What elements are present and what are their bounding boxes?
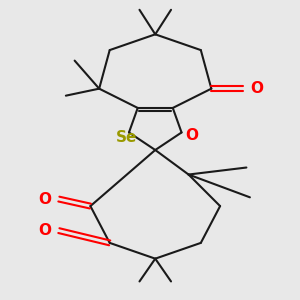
Text: O: O — [250, 81, 264, 96]
Text: O: O — [38, 223, 51, 238]
Text: O: O — [185, 128, 198, 143]
Text: O: O — [38, 192, 51, 207]
Text: Se: Se — [116, 130, 137, 145]
